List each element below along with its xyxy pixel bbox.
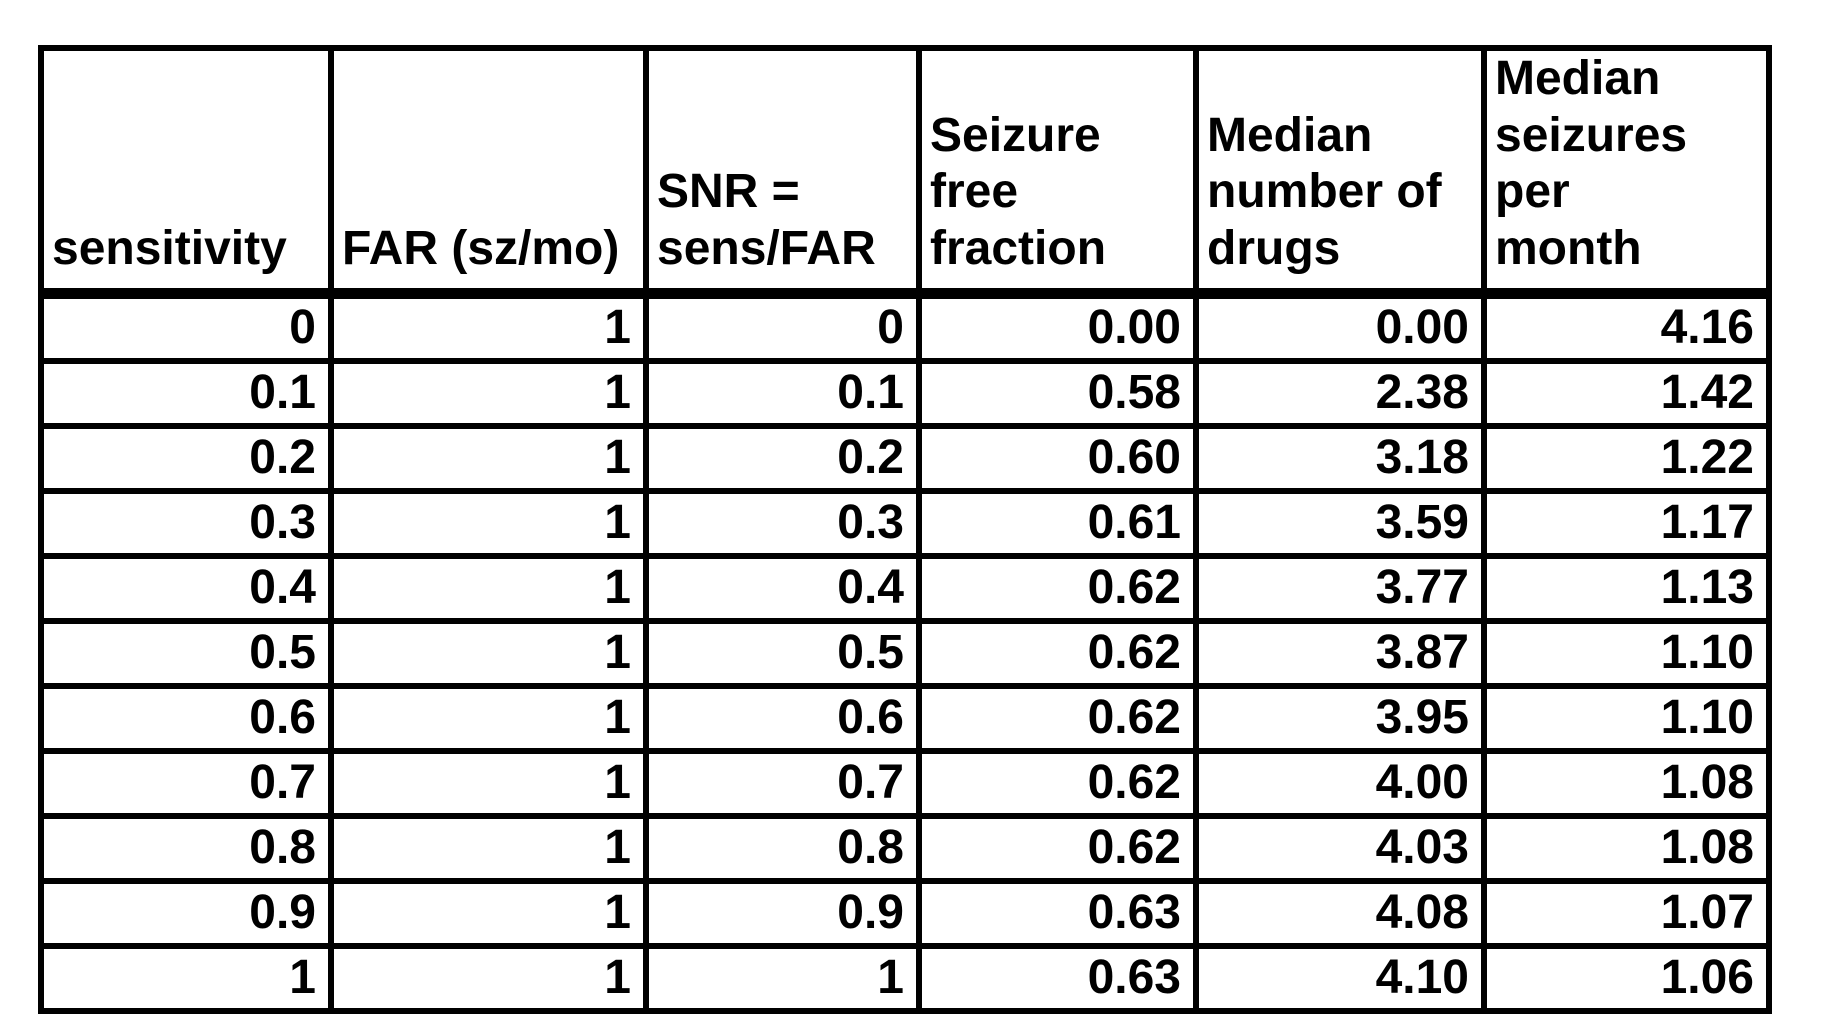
table-body: 0 1 0 0.00 0.00 4.16 0.1 1 0.1 0.58 2.38 1.42 0.2 1 0.… xyxy=(38,290,1772,1014)
table-header-row: sensitivity FAR (sz/mo) SNR = sens/FAR S… xyxy=(38,45,1772,299)
table-cell: 0.7 xyxy=(643,747,922,819)
table-cell: 0.6 xyxy=(38,682,334,754)
table-cell: 4.16 xyxy=(1481,290,1772,364)
table-cell: 1 xyxy=(328,357,649,429)
results-table-container: sensitivity FAR (sz/mo) SNR = sens/FAR S… xyxy=(38,45,1772,1014)
column-header-median-seizures-per-month: Median seizures per month xyxy=(1481,45,1772,299)
table-cell: 1.08 xyxy=(1481,747,1772,819)
table-cell: 1.08 xyxy=(1481,812,1772,884)
table-cell: 0.00 xyxy=(916,290,1199,364)
table-cell: 1 xyxy=(328,617,649,689)
table-cell: 1 xyxy=(328,487,649,559)
column-header-snr: SNR = sens/FAR xyxy=(643,45,922,299)
table-cell: 0.63 xyxy=(916,877,1199,949)
table-cell: 3.87 xyxy=(1193,617,1487,689)
table-cell: 0.2 xyxy=(38,422,334,494)
table-cell: 0.3 xyxy=(643,487,922,559)
column-header-sensitivity: sensitivity xyxy=(38,45,334,299)
table-row: 0 1 0 0.00 0.00 4.16 xyxy=(38,290,1772,364)
table-cell: 0.7 xyxy=(38,747,334,819)
table-cell: 0.9 xyxy=(38,877,334,949)
table-cell: 1.10 xyxy=(1481,682,1772,754)
table-row: 0.4 1 0.4 0.62 3.77 1.13 xyxy=(38,552,1772,624)
table-cell: 4.00 xyxy=(1193,747,1487,819)
table-cell: 0.62 xyxy=(916,812,1199,884)
table-row: 0.7 1 0.7 0.62 4.00 1.08 xyxy=(38,747,1772,819)
table-cell: 1.10 xyxy=(1481,617,1772,689)
table-cell: 0 xyxy=(38,290,334,364)
column-header-seizure-free-fraction: Seizure free fraction xyxy=(916,45,1199,299)
table-cell: 1 xyxy=(328,552,649,624)
table-cell: 0.62 xyxy=(916,552,1199,624)
table-cell: 0.60 xyxy=(916,422,1199,494)
table-cell: 0.62 xyxy=(916,617,1199,689)
table-row: 0.6 1 0.6 0.62 3.95 1.10 xyxy=(38,682,1772,754)
table-cell: 4.03 xyxy=(1193,812,1487,884)
table-cell: 0.00 xyxy=(1193,290,1487,364)
table-cell: 1 xyxy=(643,942,922,1014)
table-cell: 0.4 xyxy=(38,552,334,624)
table-row: 0.5 1 0.5 0.62 3.87 1.10 xyxy=(38,617,1772,689)
table-row: 0.2 1 0.2 0.60 3.18 1.22 xyxy=(38,422,1772,494)
table-row: 0.1 1 0.1 0.58 2.38 1.42 xyxy=(38,357,1772,429)
table-cell: 1.42 xyxy=(1481,357,1772,429)
table-cell: 1.07 xyxy=(1481,877,1772,949)
table-cell: 3.77 xyxy=(1193,552,1487,624)
table-cell: 1 xyxy=(328,942,649,1014)
table-row: 0.8 1 0.8 0.62 4.03 1.08 xyxy=(38,812,1772,884)
table-cell: 0.3 xyxy=(38,487,334,559)
table-cell: 0.9 xyxy=(643,877,922,949)
table-cell: 0 xyxy=(643,290,922,364)
table-cell: 1 xyxy=(328,747,649,819)
table-cell: 1 xyxy=(328,290,649,364)
table-cell: 1.22 xyxy=(1481,422,1772,494)
table-cell: 3.59 xyxy=(1193,487,1487,559)
table-cell: 0.61 xyxy=(916,487,1199,559)
table-cell: 1 xyxy=(328,812,649,884)
table-cell: 1.13 xyxy=(1481,552,1772,624)
table-cell: 0.62 xyxy=(916,682,1199,754)
table-cell: 4.08 xyxy=(1193,877,1487,949)
table-row: 0.3 1 0.3 0.61 3.59 1.17 xyxy=(38,487,1772,559)
sensitivity-results-table: sensitivity FAR (sz/mo) SNR = sens/FAR S… xyxy=(38,45,1772,1014)
table-row: 1 1 1 0.63 4.10 1.06 xyxy=(38,942,1772,1014)
table-cell: 0.8 xyxy=(643,812,922,884)
column-header-far: FAR (sz/mo) xyxy=(328,45,649,299)
table-cell: 1 xyxy=(328,422,649,494)
table-cell: 0.58 xyxy=(916,357,1199,429)
table-row: 0.9 1 0.9 0.63 4.08 1.07 xyxy=(38,877,1772,949)
table-cell: 1.17 xyxy=(1481,487,1772,559)
table-cell: 1 xyxy=(38,942,334,1014)
table-cell: 3.18 xyxy=(1193,422,1487,494)
table-cell: 0.1 xyxy=(38,357,334,429)
table-cell: 1 xyxy=(328,682,649,754)
table-cell: 1.06 xyxy=(1481,942,1772,1014)
table-cell: 0.5 xyxy=(38,617,334,689)
table-cell: 1 xyxy=(328,877,649,949)
column-header-median-number-of-drugs: Median number of drugs xyxy=(1193,45,1487,299)
table-cell: 3.95 xyxy=(1193,682,1487,754)
table-cell: 0.63 xyxy=(916,942,1199,1014)
table-cell: 4.10 xyxy=(1193,942,1487,1014)
table-cell: 0.8 xyxy=(38,812,334,884)
table-cell: 0.1 xyxy=(643,357,922,429)
table-cell: 0.5 xyxy=(643,617,922,689)
table-cell: 0.62 xyxy=(916,747,1199,819)
table-cell: 0.6 xyxy=(643,682,922,754)
table-cell: 0.4 xyxy=(643,552,922,624)
table-cell: 2.38 xyxy=(1193,357,1487,429)
table-cell: 0.2 xyxy=(643,422,922,494)
